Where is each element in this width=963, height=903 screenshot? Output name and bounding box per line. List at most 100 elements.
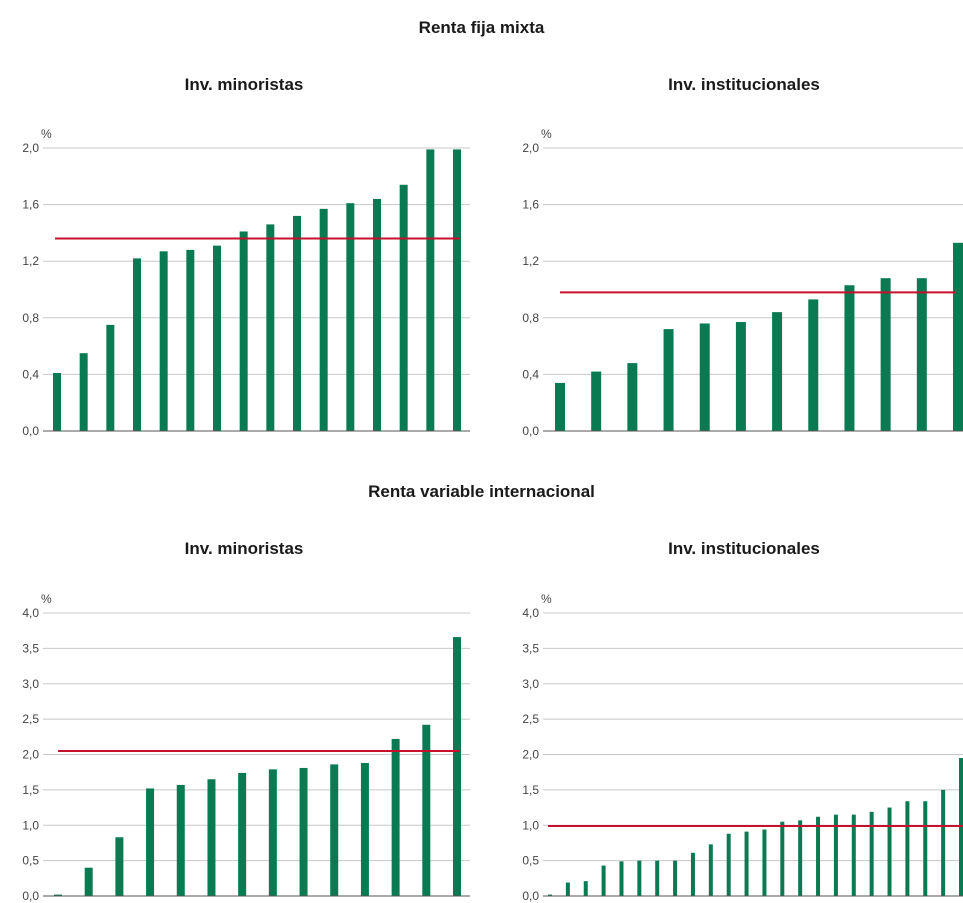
rfm-institucionales-bar	[916, 278, 927, 431]
rfm-minoristas-tick-label: 0,4	[22, 367, 39, 381]
rfm-minoristas-tick-label: 1,6	[22, 198, 39, 212]
rvi-minoristas-bar	[330, 764, 339, 896]
rvi-institucionales-bar	[565, 882, 570, 896]
rvi-institucionales-tick-label: 3,5	[522, 641, 539, 655]
rvi-minoristas-bar	[115, 837, 124, 896]
rvi-institucionales-bar	[780, 821, 785, 896]
rvi-minoristas-bar	[176, 784, 185, 896]
rfm-minoristas-unit-label: %	[41, 127, 52, 141]
rfm-institucionales-bar	[555, 382, 565, 431]
rvi-institucionales-bar	[708, 844, 713, 896]
rvi-minoristas-tick-label: 0,0	[22, 889, 39, 903]
rfm-institucionales-bar	[627, 363, 638, 431]
rvi-minoristas-bar	[146, 788, 155, 896]
rfm-institucionales-tick-label: 2,0	[522, 141, 539, 155]
rvi-institucionales-bar	[726, 833, 731, 896]
rvi-institucionales-tick-label: 0,0	[522, 889, 539, 903]
rfm-institucionales-unit-label: %	[541, 127, 552, 141]
rfm-minoristas-bar	[186, 249, 195, 431]
rfm-institucionales-bar	[591, 371, 602, 431]
rvi-minoristas-tick-label: 2,0	[22, 748, 39, 762]
rvi-minoristas-tick-label: 0,5	[22, 854, 39, 868]
rvi-institucionales-bar	[744, 831, 749, 896]
rfm-institucionales-bar	[772, 312, 783, 431]
rvi-minoristas-tick-label: 2,5	[22, 712, 39, 726]
rfm-minoristas-tick-label: 0,0	[22, 424, 39, 438]
rfm-minoristas-tick-label: 1,2	[22, 254, 39, 268]
rfm-minoristas-bar	[266, 224, 275, 431]
rvi-institucionales-tick-label: 2,0	[522, 748, 539, 762]
rvi-institucionales-bar	[798, 820, 803, 896]
rfm-institucionales-tick-label: 0,4	[522, 367, 539, 381]
rvi-minoristas-tick-label: 4,0	[22, 606, 39, 620]
rvi-institucionales-bar	[583, 881, 588, 896]
rvi-institucionales-bar	[601, 865, 606, 896]
rvi-institucionales-tick-label: 3,0	[522, 677, 539, 691]
rvi-institucionales-bar	[923, 801, 928, 896]
rvi-institucionales-tick-label: 4,0	[522, 606, 539, 620]
rvi-minoristas-bar	[360, 762, 369, 896]
rfm-minoristas-bar	[53, 372, 61, 431]
chart-title-rfm-minoristas: Inv. minoristas	[184, 75, 304, 94]
rfm-minoristas-bar	[106, 324, 115, 431]
rvi-minoristas-bar	[422, 724, 431, 896]
rvi-minoristas-bar	[299, 767, 308, 896]
rvi-minoristas-tick-label: 1,5	[22, 783, 39, 797]
rvi-institucionales-unit-label: %	[541, 592, 552, 606]
rfm-institucionales-bar	[953, 242, 963, 431]
rfm-minoristas-bar	[213, 245, 221, 431]
rvi-institucionales-bar	[690, 852, 695, 896]
rfm-institucionales-bar	[808, 299, 819, 431]
rvi-minoristas-bar	[54, 894, 62, 896]
rvi-institucionales-bar	[887, 807, 892, 896]
rfm-minoristas-bar	[239, 231, 248, 431]
rfm-minoristas-bar	[426, 149, 435, 432]
rvi-institucionales-tick-label: 1,0	[522, 818, 539, 832]
rfm-institucionales-bar	[735, 322, 746, 431]
rvi-institucionales-bar	[762, 829, 767, 896]
rfm-institucionales-bar	[844, 285, 855, 431]
rvi-institucionales-bar	[905, 801, 910, 896]
rfm-minoristas-bar	[399, 184, 408, 431]
rvi-minoristas-bar	[207, 779, 216, 896]
rvi-institucionales-bar	[548, 894, 552, 896]
rfm-institucionales-tick-label: 0,0	[522, 424, 539, 438]
section-title-renta-variable-internacional: Renta variable internacional	[368, 482, 595, 501]
rvi-minoristas-tick-label: 3,5	[22, 641, 39, 655]
rvi-institucionales-bar	[833, 814, 838, 896]
chart-title-rvi-institucionales: Inv. institucionales	[668, 539, 820, 558]
rfm-minoristas-bar	[373, 198, 381, 431]
rvi-minoristas-bar	[84, 867, 93, 896]
rvi-institucionales-bar	[959, 758, 963, 896]
section-title-renta-fija-mixta: Renta fija mixta	[418, 18, 545, 37]
rvi-minoristas-bar	[268, 769, 277, 896]
rvi-minoristas-unit-label: %	[41, 592, 52, 606]
rfm-minoristas-bar	[133, 258, 141, 431]
rvi-institucionales-bar	[655, 860, 660, 896]
rvi-minoristas-bar	[391, 738, 400, 896]
rvi-minoristas-bar	[453, 637, 461, 896]
rvi-minoristas-bar	[238, 772, 247, 896]
rvi-institucionales-bar	[941, 789, 946, 896]
rfm-minoristas-tick-label: 2,0	[22, 141, 39, 155]
rvi-institucionales-tick-label: 2,5	[522, 712, 539, 726]
rvi-institucionales-bar	[851, 814, 856, 896]
rfm-institucionales-tick-label: 0,8	[522, 311, 539, 325]
rvi-institucionales-bar	[816, 816, 821, 896]
rfm-minoristas-bar	[319, 208, 328, 431]
rfm-minoristas-bar	[293, 215, 301, 431]
rfm-minoristas-tick-label: 0,8	[22, 311, 39, 325]
rfm-minoristas-bar	[159, 251, 168, 431]
rfm-institucionales-tick-label: 1,2	[522, 254, 539, 268]
rfm-institucionales-bar	[880, 278, 891, 431]
rvi-institucionales-bar	[619, 861, 624, 896]
rfm-minoristas-bar	[79, 353, 88, 431]
chart-title-rvi-minoristas: Inv. minoristas	[184, 539, 304, 558]
rvi-institucionales-tick-label: 1,5	[522, 783, 539, 797]
rvi-minoristas-tick-label: 1,0	[22, 818, 39, 832]
rvi-institucionales-bar	[637, 860, 642, 896]
rfm-institucionales-tick-label: 1,6	[522, 198, 539, 212]
rfm-minoristas-bar	[453, 149, 461, 432]
rvi-minoristas-tick-label: 3,0	[22, 677, 39, 691]
